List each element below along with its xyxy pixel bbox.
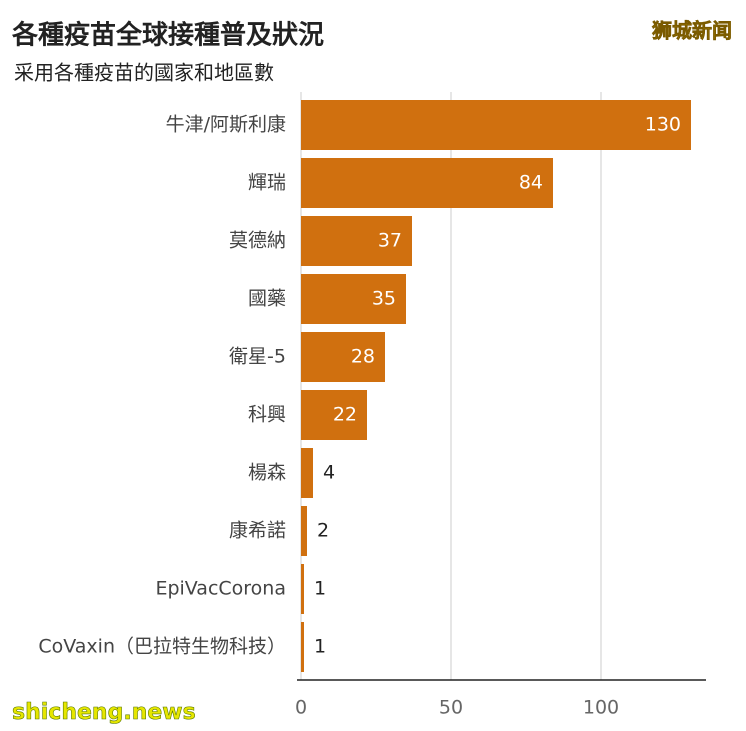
bar <box>301 390 367 440</box>
value-label: 1 <box>314 578 326 600</box>
value-label: 37 <box>378 230 402 252</box>
category-label: EpiVacCorona <box>155 578 286 600</box>
value-label: 84 <box>519 172 543 194</box>
watermark: 狮城新闻 <box>652 19 732 43</box>
category-label: 楊森 <box>248 462 286 484</box>
value-label: 22 <box>333 404 357 426</box>
chart-subtitle: 采用各種疫苗的國家和地區數 <box>14 61 274 85</box>
value-label: 4 <box>323 462 335 484</box>
category-label: 輝瑞 <box>248 172 286 194</box>
bar <box>301 506 307 556</box>
bar <box>301 448 313 498</box>
value-label: 1 <box>314 636 326 658</box>
value-label: 130 <box>645 114 681 136</box>
category-label: 牛津/阿斯利康 <box>166 114 286 136</box>
category-label: 莫德納 <box>229 230 286 252</box>
category-label: 康希諾 <box>229 520 286 542</box>
value-label: 28 <box>351 346 375 368</box>
bar <box>301 274 406 324</box>
value-label: 2 <box>317 520 329 542</box>
bar <box>301 622 304 672</box>
x-tick-label: 100 <box>583 697 619 719</box>
category-label: 科興 <box>248 404 286 426</box>
bar <box>301 100 691 150</box>
category-label: 國藥 <box>248 288 286 310</box>
bar <box>301 216 412 266</box>
category-label: 衛星-5 <box>229 346 286 368</box>
chart-title: 各種疫苗全球接種普及狀況 <box>11 20 324 51</box>
x-tick-label: 50 <box>439 697 463 719</box>
value-label: 35 <box>372 288 396 310</box>
watermark: shicheng.news <box>12 700 196 725</box>
bar <box>301 158 553 208</box>
x-tick-label: 0 <box>295 697 307 719</box>
category-label: CoVaxin（巴拉特生物科技） <box>38 636 286 658</box>
bar <box>301 332 385 382</box>
bar <box>301 564 304 614</box>
